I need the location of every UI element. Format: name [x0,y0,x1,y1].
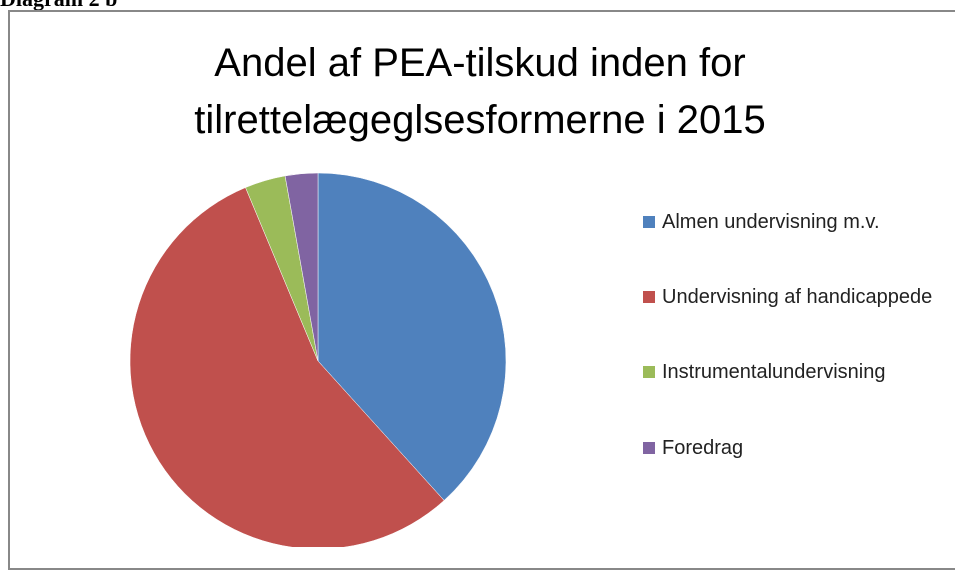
pie-slice [317,172,507,501]
chart-title: tilrettelægeglsesformerne i 2015 [194,98,765,142]
legend-item: Undervisning af handicappede [643,283,933,311]
legend-swatch [643,291,655,303]
legend-swatch [643,442,655,454]
heading: Diagram 2 b [0,0,117,12]
legend-label: Undervisning af handicappede [662,286,933,308]
legend-item: Foredrag [643,434,933,462]
legend-label: Almen undervisning m.v. [662,211,880,233]
legend-swatch [643,216,655,228]
pie-slice [284,172,319,362]
chart: Andel af PEA-tilskud inden for tilrettel… [129,41,766,547]
pie-slice [129,187,445,547]
legend-label: Instrumentalundervisning [662,361,886,383]
chart-title: Andel af PEA-tilskud inden for [214,41,745,85]
legend-item: Instrumentalundervisning [643,358,933,386]
legend-item: Almen undervisning m.v. [643,208,933,236]
legend-swatch [643,366,655,378]
legend-label: Foredrag [662,437,744,459]
